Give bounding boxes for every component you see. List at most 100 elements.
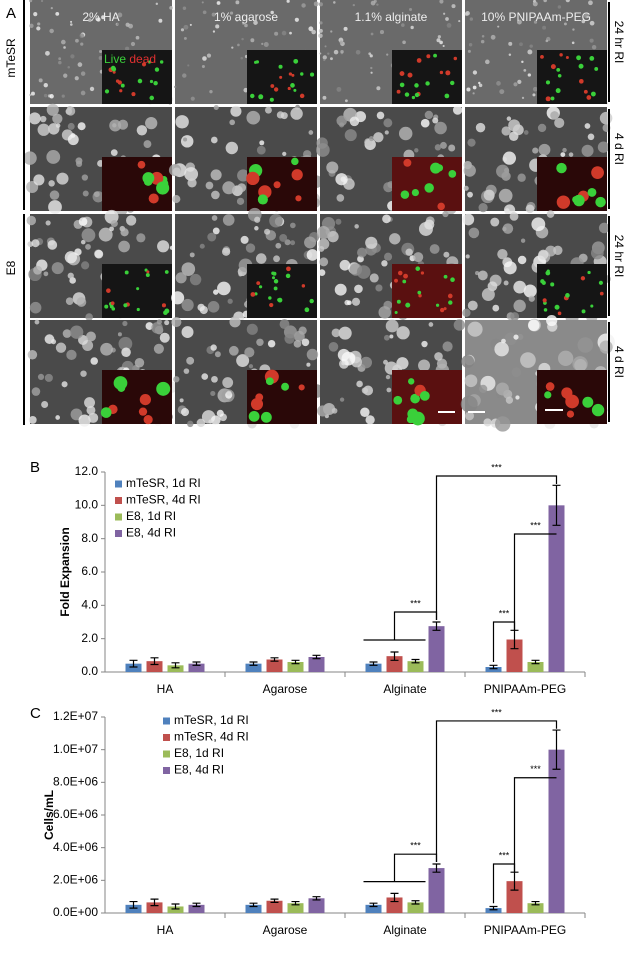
cell: [316, 226, 331, 240]
cell: [31, 239, 40, 248]
cell: [227, 298, 233, 304]
cell: [231, 46, 234, 49]
cell: [477, 270, 488, 281]
cell: [543, 0, 547, 3]
cell: [385, 319, 399, 333]
cell: [117, 119, 129, 130]
cell: [319, 257, 329, 267]
cell: [74, 248, 82, 256]
cell: [75, 38, 79, 43]
cell: [241, 37, 244, 41]
inset-cell: [407, 72, 413, 78]
cell: [261, 42, 264, 46]
cell: [478, 81, 481, 85]
error-bar: [552, 729, 561, 770]
y-tick-label: 8.0E+06: [53, 775, 98, 789]
cell: [335, 173, 348, 186]
cell: [206, 53, 212, 58]
cell: [243, 87, 249, 93]
cell: [63, 46, 66, 49]
cell: [369, 54, 373, 58]
cell: [508, 41, 513, 46]
cell: [538, 143, 551, 156]
cell: [446, 23, 452, 28]
cell: [182, 73, 187, 78]
cell: [584, 123, 591, 129]
cell: [99, 49, 103, 53]
cell: [273, 255, 280, 263]
cell: [311, 29, 316, 35]
x-tick-label: Alginate: [383, 682, 427, 696]
cell: [229, 316, 241, 328]
cell: [532, 86, 538, 92]
cell: [256, 338, 264, 347]
cell: [478, 83, 483, 88]
error-bar: [171, 662, 180, 669]
cell: [201, 65, 205, 69]
cell: [44, 373, 53, 382]
inset-cell: [550, 96, 555, 101]
cell: [499, 89, 505, 95]
cell: [378, 306, 392, 319]
cell: [306, 362, 311, 367]
cell: [222, 214, 235, 226]
cell: [213, 289, 219, 295]
inset-cell: [414, 83, 419, 88]
inset-cell: [542, 298, 547, 303]
cell: [82, 190, 89, 197]
inset-cell: [112, 70, 116, 74]
cell: [481, 288, 495, 302]
cell: [284, 333, 295, 344]
inset-cell: [270, 84, 275, 88]
cell: [503, 261, 517, 275]
error-bar: [270, 657, 279, 662]
cell: [326, 161, 339, 174]
cell: [229, 11, 234, 15]
cell: [550, 111, 559, 120]
cell: [589, 38, 594, 43]
cell: [327, 231, 339, 243]
bar: [308, 657, 325, 672]
cell: [281, 30, 287, 36]
cell: [210, 136, 218, 144]
inset-cell: [583, 89, 588, 94]
cell: [308, 26, 314, 32]
cell: [376, 111, 385, 120]
bar: [188, 663, 205, 672]
inset-cell: [556, 162, 567, 174]
micrograph: [315, 105, 463, 215]
cell: [27, 349, 38, 360]
cell: [335, 218, 342, 225]
cell: [375, 284, 383, 292]
cell: [373, 132, 384, 143]
bar: [287, 903, 304, 913]
inset-cell: [444, 93, 450, 99]
cell: [379, 30, 385, 35]
cell: [571, 41, 575, 45]
bar: [548, 505, 565, 672]
inset-cell: [541, 280, 546, 285]
cell: [64, 251, 78, 264]
cell: [513, 334, 519, 340]
inset-cell: [565, 56, 569, 60]
cell: [46, 150, 61, 164]
cell: [402, 40, 406, 45]
cell: [180, 408, 190, 417]
cell: [58, 60, 62, 65]
cell: [169, 245, 174, 250]
error-bar: [291, 659, 300, 665]
cell: [109, 226, 114, 232]
cell: [210, 344, 217, 351]
cell: [370, 32, 374, 36]
cell: [468, 43, 473, 47]
cell: [553, 245, 563, 255]
inset-cell: [445, 70, 451, 76]
cell: [349, 116, 360, 127]
bar: [548, 749, 565, 913]
bar: [527, 903, 544, 913]
cell: [50, 339, 57, 345]
cell: [180, 28, 185, 32]
inset-cell: [594, 67, 599, 71]
cell: [323, 58, 326, 62]
cell: [330, 57, 333, 61]
